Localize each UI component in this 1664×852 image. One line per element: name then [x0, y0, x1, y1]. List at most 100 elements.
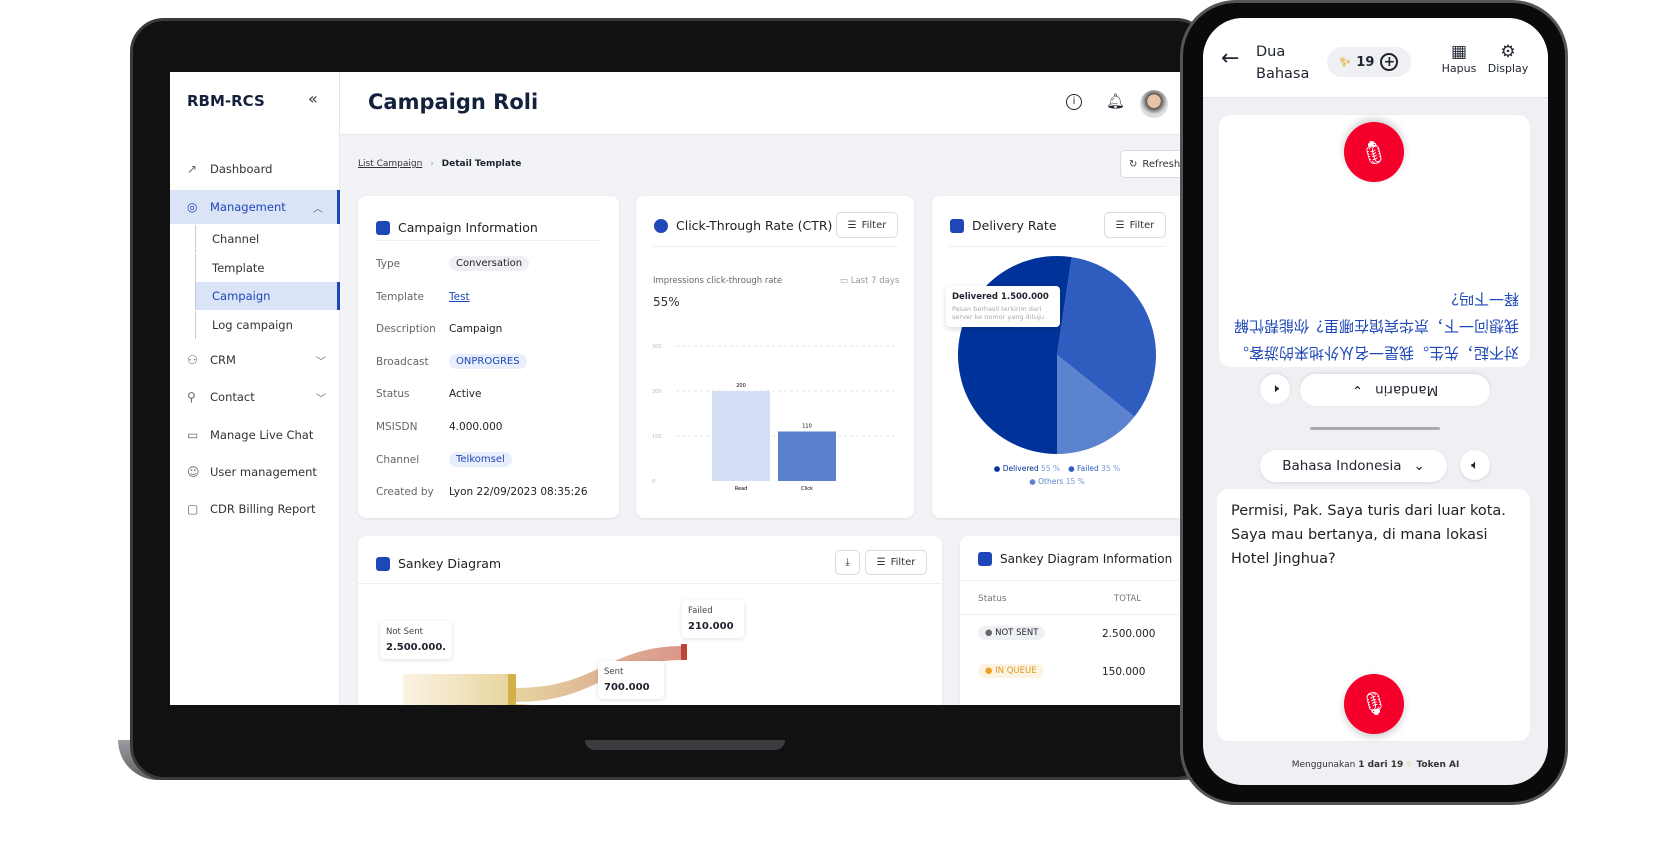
divider	[376, 240, 601, 241]
info-label: Type	[376, 258, 401, 270]
sidebar-item-dashboard[interactable]: ↗ Dashboard	[170, 152, 340, 186]
sidebar-sub-log-campaign[interactable]: Log campaign	[195, 311, 340, 339]
label: User management	[210, 465, 317, 479]
sankey-card: Sankey Diagram ⤓ ☰ Filter Not Sent 2.500.0…	[358, 536, 942, 705]
sidebar-item-contact[interactable]: ⚲ Contact ﹀	[170, 380, 340, 414]
sidebar: RBM-RCS « ↗ Dashboard ◎ Management ︿ Channe…	[170, 72, 340, 705]
bar-value-label: 110	[802, 424, 812, 430]
campaign-info-card: Campaign Information Type Conversation Tem…	[358, 196, 619, 518]
pie-slice-others[interactable]	[1057, 355, 1135, 454]
logo: RBM-RCS	[187, 92, 265, 110]
ctr-card: Click-Through Rate (CTR) ☰ Filter Impress…	[636, 196, 914, 518]
sidebar-item-crm[interactable]: ⚇ CRM ﹀	[170, 343, 340, 377]
ctr-value: 55%	[653, 295, 680, 309]
sidebar-item-cdr-billing[interactable]: ▢ CDR Billing Report	[170, 492, 340, 526]
sankey-node-failed	[681, 644, 687, 660]
hapus-button[interactable]: ▦ Hapus	[1439, 42, 1479, 75]
info-value: 4.000.000	[449, 421, 503, 433]
bar-read[interactable]	[712, 391, 770, 481]
pie-slice-failed[interactable]	[1057, 257, 1156, 417]
target-lang-label: Mandarin	[1375, 382, 1439, 398]
sparkle-icon: ✨︎	[1339, 54, 1351, 70]
chat-icon: ▭	[187, 428, 199, 442]
token-pill[interactable]: ✨︎ 19 +	[1327, 47, 1411, 77]
collapse-sidebar-icon[interactable]: «	[308, 89, 318, 108]
target-language-select[interactable]: Mandarin ⌄	[1300, 374, 1490, 406]
hapus-label: Hapus	[1441, 62, 1477, 75]
refresh-icon: ↻	[1129, 158, 1138, 170]
card-title: Click-Through Rate (CTR)	[654, 218, 832, 233]
sankey-icon	[978, 552, 992, 566]
speaker-button-target[interactable]: 🔈︎	[1260, 374, 1290, 404]
mic-button-translated[interactable]: 🎙︎	[1344, 122, 1404, 182]
display-label: Display	[1487, 62, 1529, 75]
sidebar-sub-campaign[interactable]: Campaign	[195, 282, 340, 310]
legend-label: Delivered	[1002, 464, 1039, 473]
phone-header: ← Dua Bahasa ✨︎ 19 + ▦ Hapus ⚙ Display	[1203, 18, 1548, 98]
info-value: Lyon 22/09/2023 08:35:26	[449, 486, 588, 499]
info-value: Active	[449, 388, 482, 401]
info-value: ONPROGRES	[449, 353, 527, 369]
source-lang-label: Bahasa Indonesia	[1282, 458, 1402, 474]
y-tick-label: 0	[652, 479, 655, 485]
translation-card: 🎙︎ 对不起，先生。我是一名从外地来的游客。我想问一下，京华宾馆在哪里？你能帮忙…	[1219, 115, 1530, 367]
info-label: Template	[376, 290, 424, 303]
node-label: Sent	[604, 667, 624, 677]
info-label: Broadcast	[376, 355, 429, 368]
status-badge: ● IN QUEUE	[978, 664, 1044, 678]
back-arrow-icon[interactable]: ←	[1221, 46, 1240, 71]
info-label: Status	[376, 388, 410, 401]
sankey-label-sent: Sent 700.000	[598, 661, 664, 699]
bar-click[interactable]	[778, 431, 836, 482]
legend-value: 35 %	[1101, 464, 1121, 473]
sidebar-item-live-chat[interactable]: ▭ Manage Live Chat	[170, 418, 340, 452]
sliders-icon: ☰	[847, 219, 857, 231]
download-button[interactable]: ⤓	[835, 550, 860, 575]
status-badge: ● NOT SENT	[978, 626, 1046, 640]
col-total: TOTAL	[1114, 594, 1141, 604]
card-title: Campaign Information	[376, 220, 538, 235]
bell-icon[interactable]: 🔔︎	[1106, 92, 1126, 110]
filter-button[interactable]: ☰ Filter	[865, 550, 927, 575]
filter-button[interactable]: ☰ Filter	[836, 212, 898, 238]
sidebar-item-user-management[interactable]: ☺ User management	[170, 455, 340, 489]
chart-icon: ↗	[187, 162, 198, 176]
target-icon: ◎	[187, 200, 198, 214]
y-tick-label: 100	[652, 434, 662, 440]
pie-legend: ● Delivered 55 % ● Failed 35 % ● Others 15…	[932, 462, 1180, 488]
sidebar-sub-template[interactable]: Template	[195, 254, 340, 282]
avatar[interactable]	[1140, 90, 1168, 118]
node-label: Failed	[688, 606, 713, 616]
status-label: NOT SENT	[995, 628, 1039, 638]
mic-button-source[interactable]: 🎙︎	[1344, 674, 1404, 734]
page-title: Campaign Roli	[368, 90, 539, 114]
download-icon: ⤓	[845, 557, 850, 568]
sankey-flow-sent	[516, 704, 531, 705]
y-tick-label: 200	[652, 389, 662, 395]
sankey-label-failed: Failed 210.000	[682, 600, 744, 638]
node-value: 210.000	[688, 621, 734, 632]
date-range[interactable]: ▭ Last 7 days	[840, 276, 900, 286]
title: Click-Through Rate (CTR)	[676, 218, 833, 233]
sankey-label-not-sent: Not Sent 2.500.000.	[380, 621, 453, 659]
source-language-select[interactable]: Bahasa Indonesia ⌄	[1260, 450, 1447, 482]
status-label: IN QUEUE	[995, 666, 1037, 676]
chevron-down-icon: ﹀	[316, 356, 326, 368]
chevron-up-icon: ︿	[313, 203, 323, 215]
sidebar-item-management[interactable]: ◎ Management ︿	[170, 190, 340, 224]
refresh-button[interactable]: ↻ Refresh	[1120, 150, 1180, 178]
sliders-icon: ☰	[876, 557, 886, 568]
info-icon[interactable]: i	[1066, 94, 1082, 110]
info-value[interactable]: Test	[449, 290, 470, 303]
sidebar-sub-channel[interactable]: Channel	[195, 225, 340, 253]
refresh-label: Refresh	[1142, 158, 1180, 170]
divider-handle[interactable]	[1310, 427, 1440, 430]
mic-icon: 🎙︎	[1360, 691, 1388, 717]
speaker-button-source[interactable]: 🔈︎	[1460, 450, 1490, 480]
display-button[interactable]: ⚙ Display	[1485, 42, 1531, 75]
status-dot: ●	[985, 666, 996, 676]
filter-button[interactable]: ☰ Filter	[1104, 212, 1166, 238]
add-token-icon[interactable]: +	[1380, 53, 1399, 71]
breadcrumb-list-campaign[interactable]: List Campaign	[358, 159, 423, 169]
x-tick-label: Read	[735, 486, 748, 492]
